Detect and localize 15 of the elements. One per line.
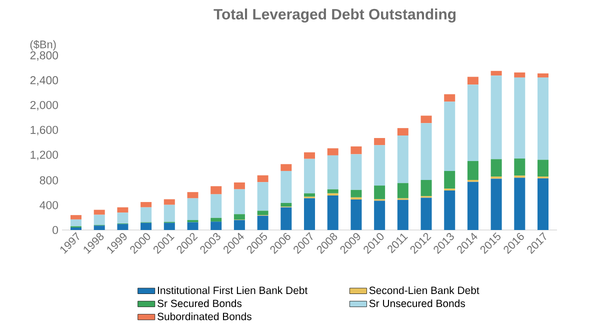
legend-label: Sr Secured Bonds xyxy=(158,299,242,308)
y-tick-label: 1,600 xyxy=(30,126,58,136)
y-tick-label: 1,200 xyxy=(30,150,58,160)
y-tick-label: 2,400 xyxy=(30,76,58,86)
legend-label: Subordinated Bonds xyxy=(158,312,252,320)
y-axis-title: ($Bn) xyxy=(30,40,56,50)
y-tick-label: 400 xyxy=(40,201,58,210)
legend-label: Second-Lien Bank Debt xyxy=(369,286,480,294)
y-tick-label: 800 xyxy=(40,176,58,184)
legend-label: Sr Unsecured Bonds xyxy=(369,299,465,308)
y-tick-label: 0 xyxy=(52,226,58,234)
legend-label: Institutional First Lien Bank Debt xyxy=(158,286,308,294)
chart-title: Total Leveraged Debt Outstanding xyxy=(214,8,456,23)
y-tick-label: 2,800 xyxy=(30,51,58,61)
y-tick-label: 2,000 xyxy=(30,100,58,110)
